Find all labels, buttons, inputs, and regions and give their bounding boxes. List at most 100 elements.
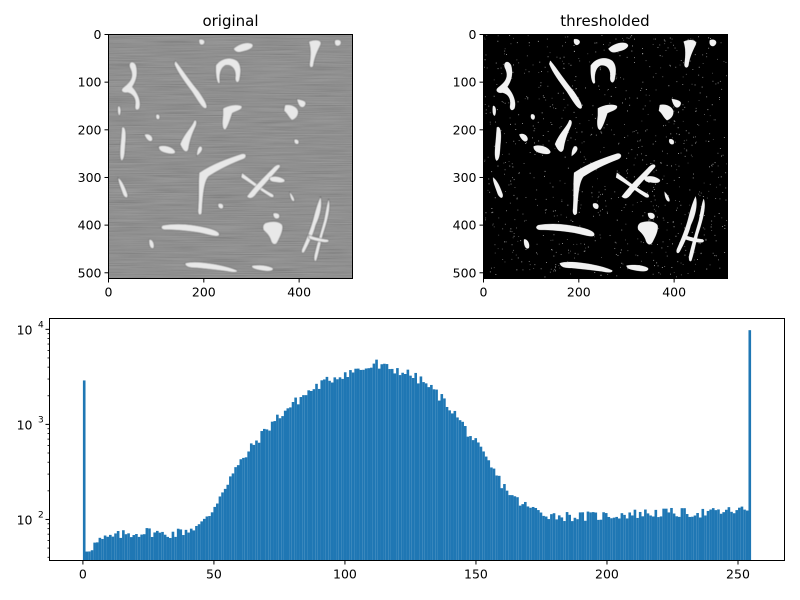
speckle-dot	[615, 242, 617, 244]
speckle-dot	[668, 85, 670, 87]
histogram-bar	[450, 413, 454, 561]
speckle-dot	[686, 150, 688, 152]
speckle-dot	[652, 44, 654, 45]
speckle-dot	[679, 186, 680, 188]
histogram-ytick-label: 10	[17, 417, 33, 432]
speckle-dot	[715, 83, 717, 85]
speckle-dot	[660, 273, 661, 275]
speckle-dot	[616, 275, 618, 277]
speckle-dot	[617, 52, 619, 54]
speckle-dot	[497, 68, 499, 70]
speckle-dot	[609, 235, 611, 236]
image-feature	[233, 42, 254, 53]
speckle-dot	[626, 37, 628, 39]
histogram-bar	[148, 528, 151, 561]
image-feature	[196, 145, 203, 157]
speckle-dot	[611, 129, 612, 131]
speckle-dot	[529, 152, 531, 153]
speckle-dot	[553, 255, 555, 257]
histogram-bar	[187, 532, 190, 561]
speckle-dot	[725, 187, 727, 189]
speckle-dot	[545, 99, 547, 101]
speckle-dot	[599, 210, 601, 212]
histogram-bar	[249, 443, 253, 561]
histogram-bar	[375, 359, 378, 561]
speckle-dot	[645, 60, 647, 62]
speckle-dot	[504, 261, 506, 263]
speckle-dot	[720, 176, 722, 178]
speckle-dot	[673, 221, 674, 223]
speckle-dot	[585, 87, 586, 89]
speckle-dot	[699, 214, 700, 216]
speckle-dot	[541, 112, 543, 114]
speckle-dot	[512, 237, 514, 239]
speckle-dot	[688, 256, 690, 258]
speckle-dot	[615, 254, 617, 255]
image-feature	[592, 203, 599, 209]
speckle-dot	[491, 171, 493, 173]
speckle-dot	[702, 76, 704, 78]
speckle-dot	[505, 142, 507, 144]
histogram-bar	[336, 379, 339, 561]
speckle-dot	[630, 149, 632, 151]
ytick-base: 10	[17, 512, 33, 527]
speckle-dot	[726, 75, 728, 77]
histogram-bar	[539, 512, 543, 561]
image-feature	[549, 60, 582, 109]
image-feature	[671, 98, 681, 108]
histogram-bar	[513, 496, 517, 561]
speckle-dot	[497, 35, 499, 37]
speckle-dot	[513, 249, 514, 251]
speckle-dot	[708, 140, 710, 142]
speckle-dot	[559, 127, 561, 129]
speckle-dot	[676, 169, 678, 171]
speckle-dot	[676, 133, 678, 135]
histogram-bar	[469, 436, 472, 561]
speckle-dot	[700, 192, 702, 194]
speckle-dot	[680, 223, 682, 225]
speckle-dot	[489, 191, 491, 193]
speckle-dot	[491, 212, 493, 214]
speckle-dot	[547, 131, 549, 132]
speckle-dot	[666, 255, 668, 257]
histogram-bar	[419, 376, 423, 561]
speckle-dot	[705, 140, 707, 142]
speckle-dot	[517, 101, 519, 103]
speckle-dot	[638, 147, 640, 148]
histogram-bar	[701, 508, 705, 561]
speckle-dot	[683, 148, 685, 150]
histogram-bar	[184, 529, 188, 561]
image-feature	[492, 177, 503, 198]
histogram-bar	[101, 538, 104, 561]
thresholded-xtick-label: 0	[480, 285, 488, 300]
histogram-bar	[659, 516, 663, 561]
histogram-bar	[236, 465, 240, 561]
speckle-dot	[607, 212, 608, 214]
speckle-dot	[574, 252, 576, 254]
histogram-bar	[740, 506, 744, 561]
speckle-dot	[504, 241, 506, 243]
speckle-dot	[538, 98, 540, 100]
speckle-dot	[691, 83, 693, 85]
histogram-bar	[135, 534, 138, 561]
speckle-dot	[495, 274, 497, 275]
speckle-dot	[534, 142, 535, 144]
speckle-dot	[497, 165, 499, 167]
speckle-dot	[682, 120, 684, 122]
speckle-dot	[706, 121, 708, 123]
speckle-dot	[526, 55, 528, 57]
speckle-dot	[653, 208, 655, 210]
speckle-dot	[563, 63, 565, 65]
speckle-dot	[518, 236, 520, 237]
speckle-dot	[576, 243, 578, 245]
histogram-bar	[88, 551, 91, 561]
speckle-dot	[600, 274, 602, 276]
speckle-dot	[679, 133, 680, 135]
speckle-dot	[698, 74, 700, 76]
speckle-dot	[691, 231, 693, 233]
histogram-bar	[500, 488, 504, 561]
image-feature	[301, 195, 322, 254]
speckle-dot	[485, 219, 486, 221]
speckle-dot	[573, 244, 575, 245]
speckle-dot	[488, 178, 490, 180]
